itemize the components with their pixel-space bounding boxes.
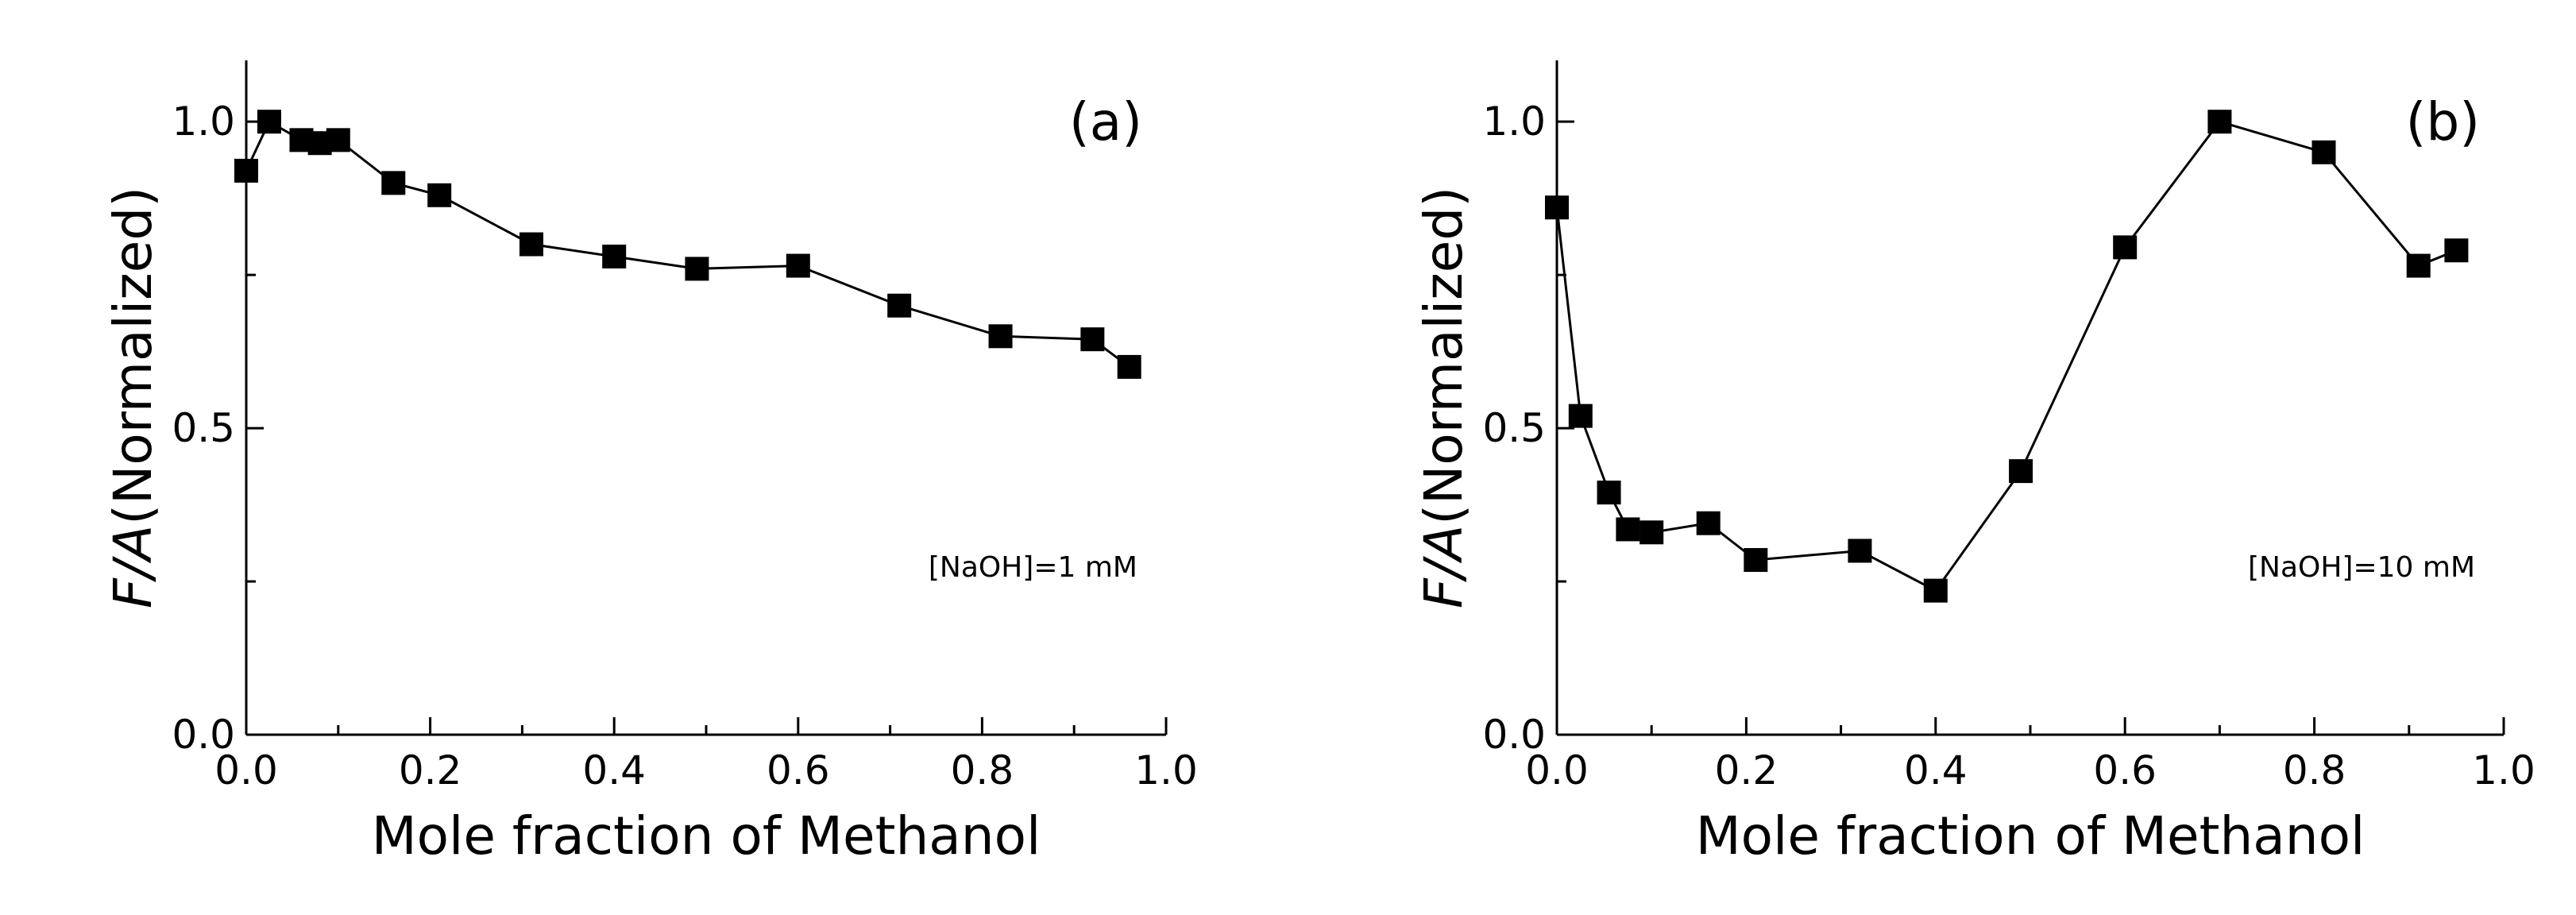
x-tick-label: 0.8 <box>2283 747 2346 793</box>
data-point-marker <box>2311 140 2336 164</box>
condition-annotation: [NaOH]=10 mM <box>2248 551 2475 584</box>
data-point-marker <box>2406 253 2431 278</box>
x-axis-label: Mole fraction of Methanol <box>1696 805 2366 867</box>
data-point-marker <box>427 183 452 207</box>
data-point-marker <box>1923 578 1948 603</box>
x-tick-label: 1.0 <box>2472 747 2535 793</box>
x-tick-label: 0.0 <box>214 747 278 793</box>
data-point-marker <box>1080 327 1105 352</box>
x-axis-label: Mole fraction of Methanol <box>372 805 1041 867</box>
panel-label: (a) <box>1069 91 1142 152</box>
data-point-marker <box>1117 354 1141 379</box>
data-point-marker <box>1639 520 1664 545</box>
panel-label: (b) <box>2406 91 2480 152</box>
y-tick-label: 0.0 <box>172 712 235 758</box>
panel-b: 0.0 0.2 0.4 0.6 0.8 1.0 0.0 0.5 1.0 Mole fraction… <box>1413 60 2535 867</box>
x-tick-label: 0.2 <box>1715 747 1778 793</box>
data-point-marker <box>685 257 709 281</box>
data-point-marker <box>1744 548 1768 573</box>
x-tick-label: 0.8 <box>951 747 1014 793</box>
data-point-marker <box>1568 403 1593 428</box>
data-point-marker <box>2207 110 2232 134</box>
data-point-marker <box>2113 235 2138 260</box>
y-axis-label-quantity: F/A <box>1413 525 1474 608</box>
y-axis-label-unit: (Normalized) <box>102 187 164 525</box>
y-tick-label: 1.0 <box>172 98 235 145</box>
data-point-marker <box>1848 539 1872 563</box>
x-tick-label: 0.6 <box>2093 747 2157 793</box>
data-point-marker <box>257 110 281 134</box>
data-point-marker <box>234 158 258 183</box>
y-axis-label: F/A(Normalized) <box>1413 187 1474 608</box>
y-tick-label: 0.0 <box>1482 712 1546 758</box>
x-tick-label: 0.2 <box>399 747 462 793</box>
panel-a: 0.0 0.2 0.4 0.6 0.8 1.0 0.0 0.5 1.0 Mole fraction… <box>102 60 1198 867</box>
x-tick-label: 1.0 <box>1134 747 1198 793</box>
data-point-marker <box>326 128 350 152</box>
data-point-marker <box>1696 511 1721 535</box>
x-tick-label: 0.0 <box>1525 747 1589 793</box>
data-point-marker <box>1597 481 1621 505</box>
data-point-marker <box>1545 195 1569 220</box>
data-point-marker <box>887 293 912 318</box>
y-tick-label: 0.5 <box>1482 405 1546 451</box>
series-line <box>1555 120 2457 593</box>
data-point-marker <box>1616 517 1640 542</box>
data-point-marker <box>988 324 1013 349</box>
x-tick-label: 0.6 <box>767 747 830 793</box>
data-point-marker <box>786 253 810 278</box>
data-point-marker <box>2009 459 2033 484</box>
y-axis-label: F/A(Normalized) <box>102 187 164 608</box>
data-point-marker <box>2444 238 2469 263</box>
x-tick-label: 0.4 <box>582 747 646 793</box>
x-tick-label: 0.4 <box>1904 747 1968 793</box>
data-point-marker <box>381 171 406 195</box>
y-tick-label: 1.0 <box>1482 98 1546 145</box>
data-point-marker <box>602 244 627 268</box>
y-axis-label-quantity: F/A <box>102 525 164 608</box>
data-point-marker <box>519 232 543 257</box>
y-tick-label: 0.5 <box>172 405 235 451</box>
y-axis-label-unit: (Normalized) <box>1413 187 1474 525</box>
condition-annotation: [NaOH]=1 mM <box>929 551 1137 584</box>
